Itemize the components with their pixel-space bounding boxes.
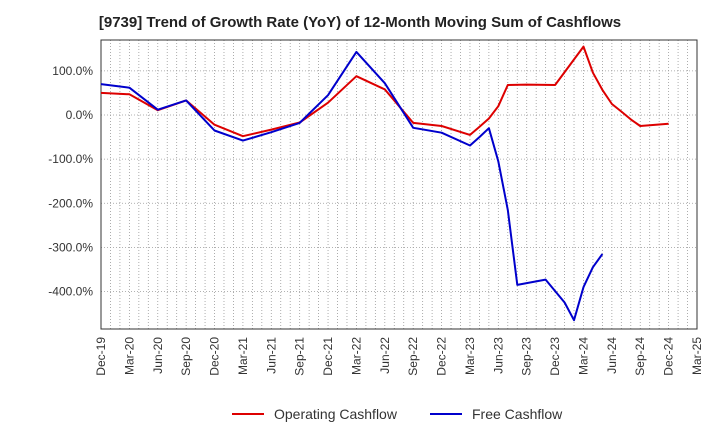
x-tick-label: Jun-23 <box>491 337 505 374</box>
plot-frame <box>100 39 698 330</box>
x-tick-label: Mar-25 <box>690 337 704 375</box>
x-tick-label: Mar-22 <box>349 337 363 375</box>
x-tick-label: Jun-20 <box>151 337 165 374</box>
x-tick-label: Sep-21 <box>293 337 307 376</box>
x-tick-label: Sep-20 <box>179 337 193 376</box>
x-tick-label: Mar-21 <box>236 337 250 375</box>
x-tick-label: Dec-23 <box>548 337 562 376</box>
legend-label: Free Cashflow <box>472 406 563 422</box>
y-tick-label: -100.0% <box>48 152 93 166</box>
y-tick-label: 0.0% <box>66 108 94 122</box>
x-tick-label: Sep-24 <box>633 337 647 376</box>
y-tick-label: 100.0% <box>52 64 93 78</box>
x-tick-label: Dec-22 <box>435 337 449 376</box>
x-tick-label: Sep-23 <box>520 337 534 376</box>
y-tick-label: -200.0% <box>48 196 93 210</box>
x-tick-label: Jun-21 <box>264 337 278 374</box>
x-tick-label: Dec-24 <box>662 337 676 376</box>
chart-title: [9739] Trend of Growth Rate (YoY) of 12-… <box>98 14 622 31</box>
x-tick-label: Mar-20 <box>122 337 136 375</box>
x-tick-label: Mar-23 <box>463 337 477 375</box>
x-tick-label: Dec-20 <box>208 337 222 376</box>
x-tick-label: Jun-22 <box>378 337 392 374</box>
x-tick-label: Dec-19 <box>94 337 108 376</box>
legend-label: Operating Cashflow <box>274 406 398 422</box>
x-tick-label: Jun-24 <box>605 337 619 374</box>
series-line-free-cashflow <box>100 50 604 322</box>
x-tick-label: Mar-24 <box>576 337 590 375</box>
y-tick-label: -400.0% <box>48 284 93 298</box>
x-tick-label: Sep-22 <box>406 337 420 376</box>
series-line-operating-cashflow <box>100 45 669 138</box>
x-tick-label: Dec-21 <box>321 337 335 376</box>
y-tick-label: -300.0% <box>48 240 93 254</box>
